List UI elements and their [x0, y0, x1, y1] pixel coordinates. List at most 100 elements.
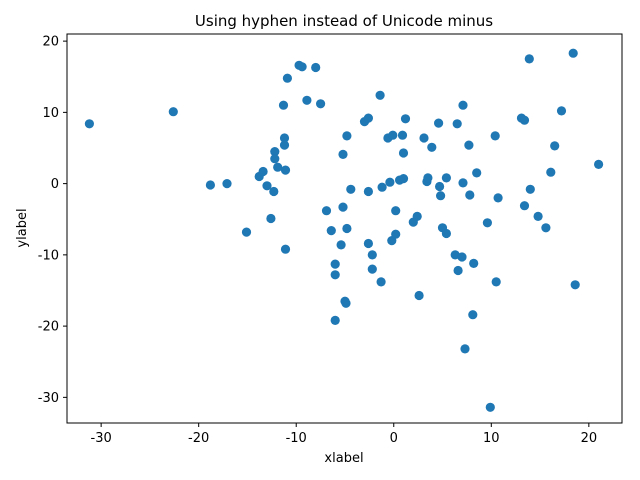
data-point	[391, 229, 401, 239]
data-point	[282, 73, 292, 83]
data-point	[367, 264, 377, 274]
data-point	[367, 250, 377, 260]
data-point	[326, 226, 336, 236]
y-tick-label: 10	[42, 106, 59, 121]
data-point	[414, 290, 424, 301]
data-point	[519, 201, 530, 211]
data-point	[458, 178, 468, 188]
chart-title: Using hyphen instead of Unicode minus	[195, 12, 493, 30]
data-point	[469, 258, 479, 268]
data-point	[457, 252, 467, 262]
data-point	[533, 211, 543, 221]
data-point	[262, 181, 272, 191]
data-point	[346, 184, 356, 194]
x-tick-label: 20	[581, 431, 598, 446]
y-tick-label: -30	[38, 391, 59, 406]
data-point	[524, 54, 534, 64]
data-point	[491, 277, 501, 287]
x-tick-label: -20	[188, 431, 209, 446]
data-point	[525, 184, 535, 194]
data-point	[482, 218, 492, 228]
data-point	[342, 223, 352, 234]
y-tick-label: -10	[38, 248, 59, 263]
points-layer	[84, 48, 604, 412]
data-point	[280, 165, 291, 175]
data-point	[398, 174, 409, 184]
data-point	[398, 148, 409, 158]
data-point	[472, 168, 482, 178]
data-point	[279, 133, 290, 143]
data-point	[423, 173, 433, 183]
plot-frame	[66, 33, 623, 424]
data-point	[279, 140, 290, 150]
data-point	[452, 119, 462, 129]
data-point	[556, 106, 567, 116]
data-point	[363, 238, 373, 249]
data-point	[222, 179, 232, 189]
y-tick-label: 20	[42, 35, 59, 50]
data-point	[330, 259, 340, 269]
data-point	[419, 133, 429, 143]
data-point	[453, 265, 463, 276]
data-point	[465, 190, 475, 200]
x-tick-label: 10	[483, 431, 500, 446]
data-point	[338, 149, 348, 159]
x-tick-label: -30	[91, 431, 112, 446]
data-point	[594, 159, 604, 169]
x-axis-ticks: -30 -20 -10 0 10 20	[91, 423, 598, 446]
data-point	[341, 298, 351, 308]
data-point	[441, 173, 451, 183]
data-point	[321, 206, 332, 216]
data-point	[546, 167, 556, 177]
data-point	[550, 141, 560, 151]
x-tick-label: 0	[390, 431, 398, 446]
data-point	[568, 48, 578, 58]
data-point	[280, 244, 291, 254]
data-point	[84, 119, 94, 129]
data-point	[375, 90, 385, 100]
y-tick-label: -20	[38, 320, 59, 335]
data-point	[363, 113, 373, 123]
y-axis-ticks: 20 10 0 -10 -20 -30	[38, 35, 67, 406]
data-point	[412, 211, 422, 221]
data-point	[316, 99, 326, 109]
data-point	[342, 131, 352, 141]
data-point	[377, 182, 387, 192]
data-point	[388, 130, 398, 140]
data-point	[493, 193, 503, 203]
data-point	[385, 177, 395, 187]
data-point	[269, 186, 279, 197]
x-axis-label: xlabel	[324, 451, 363, 466]
data-point	[427, 142, 437, 152]
data-point	[273, 162, 283, 172]
data-point	[330, 315, 340, 325]
y-tick-label: 0	[51, 177, 59, 192]
data-point	[541, 223, 551, 233]
data-point	[464, 140, 474, 150]
data-point	[400, 114, 411, 124]
data-point	[266, 213, 276, 224]
data-point	[490, 131, 500, 141]
data-point	[302, 95, 312, 105]
x-tick-label: -10	[286, 431, 307, 446]
data-point	[435, 181, 445, 192]
data-point	[436, 191, 446, 201]
data-point	[458, 100, 468, 110]
data-point	[270, 147, 280, 157]
data-point	[297, 62, 307, 72]
data-point	[338, 202, 348, 212]
data-point	[519, 115, 530, 125]
data-point	[330, 270, 340, 280]
data-point	[468, 310, 478, 320]
data-point	[441, 228, 451, 239]
data-point	[258, 166, 268, 177]
data-point	[460, 344, 470, 354]
data-point	[391, 206, 401, 216]
data-point	[363, 186, 373, 197]
data-point	[168, 107, 178, 117]
data-point	[241, 227, 252, 237]
data-point	[570, 280, 580, 290]
data-point	[205, 180, 215, 190]
data-point	[336, 240, 346, 250]
